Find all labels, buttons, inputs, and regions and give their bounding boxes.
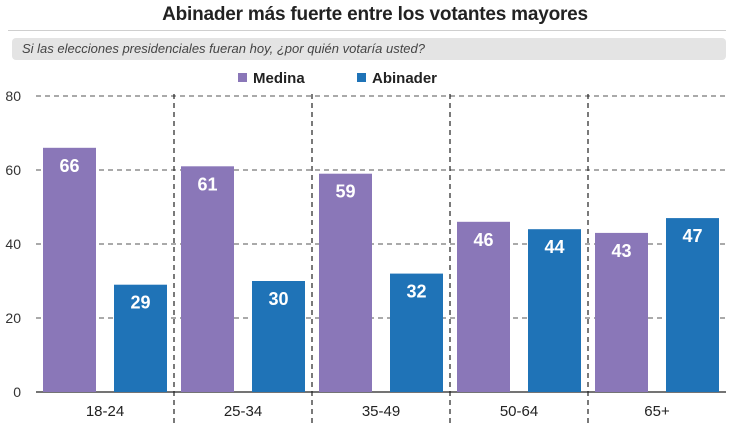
bar-abinader	[114, 284, 167, 392]
legend-label-abinader: Abinader	[372, 70, 437, 87]
x-tick-label: 65+	[644, 403, 670, 420]
bar-value-label: 32	[406, 282, 426, 302]
bar-value-label: 61	[197, 174, 217, 194]
y-tick-label: 40	[5, 236, 21, 252]
bar-abinader	[666, 218, 719, 392]
bar-medina	[181, 166, 234, 392]
title-divider	[8, 30, 726, 31]
x-tick-label: 50-64	[500, 403, 538, 420]
y-tick-label: 60	[5, 162, 21, 178]
legend-swatch-medina	[238, 73, 247, 82]
bar-medina	[595, 232, 648, 392]
bar-abinader	[528, 229, 581, 392]
chart-subtitle: Si las elecciones presidenciales fueran …	[22, 41, 425, 56]
subtitle-bar: Si las elecciones presidenciales fueran …	[12, 38, 726, 60]
bar-value-label: 43	[611, 241, 631, 261]
y-tick-label: 80	[5, 88, 21, 104]
bar-abinader	[390, 273, 443, 392]
x-tick-label: 25-34	[224, 403, 262, 420]
x-tick-label: 18-24	[86, 403, 124, 420]
chart-title: Abinader más fuerte entre los votantes m…	[162, 4, 588, 25]
bar-value-label: 59	[335, 182, 355, 202]
x-tick-label: 35-49	[362, 403, 400, 420]
legend-swatch-abinader	[357, 73, 366, 82]
legend-label-medina: Medina	[253, 70, 305, 87]
bar-abinader	[252, 281, 305, 392]
bar-value-label: 29	[130, 293, 150, 313]
bar-medina	[43, 147, 96, 392]
y-tick-label: 0	[13, 384, 21, 400]
bar-value-label: 44	[544, 237, 564, 257]
bar-value-label: 46	[473, 230, 493, 250]
bar-value-label: 30	[268, 289, 288, 309]
bar-medina	[319, 173, 372, 392]
bar-value-label: 66	[59, 156, 79, 176]
y-tick-label: 20	[5, 310, 21, 326]
bar-medina	[457, 221, 510, 392]
bar-value-label: 47	[682, 226, 702, 246]
